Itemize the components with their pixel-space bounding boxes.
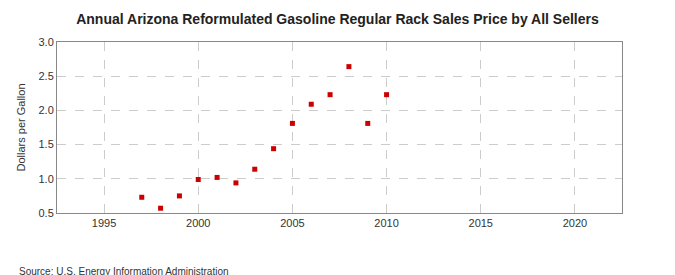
svg-text:Annual Arizona Reformulated Ga: Annual Arizona Reformulated Gasoline Reg… [76, 11, 599, 27]
svg-text:2005: 2005 [280, 217, 304, 229]
svg-text:2010: 2010 [374, 217, 398, 229]
svg-text:2.0: 2.0 [39, 104, 54, 116]
svg-text:2015: 2015 [469, 217, 493, 229]
svg-text:2.5: 2.5 [39, 70, 54, 82]
svg-text:Dollars per Gallon: Dollars per Gallon [15, 83, 27, 171]
svg-text:3.0: 3.0 [39, 36, 54, 48]
svg-text:Source: U.S. Energy Informatio: Source: U.S. Energy Information Administ… [19, 266, 229, 275]
svg-text:2020: 2020 [563, 217, 587, 229]
svg-text:1.0: 1.0 [39, 173, 54, 185]
svg-text:2000: 2000 [186, 217, 210, 229]
svg-text:1.5: 1.5 [39, 138, 54, 150]
svg-text:1995: 1995 [92, 217, 116, 229]
svg-text:0.5: 0.5 [39, 207, 54, 219]
